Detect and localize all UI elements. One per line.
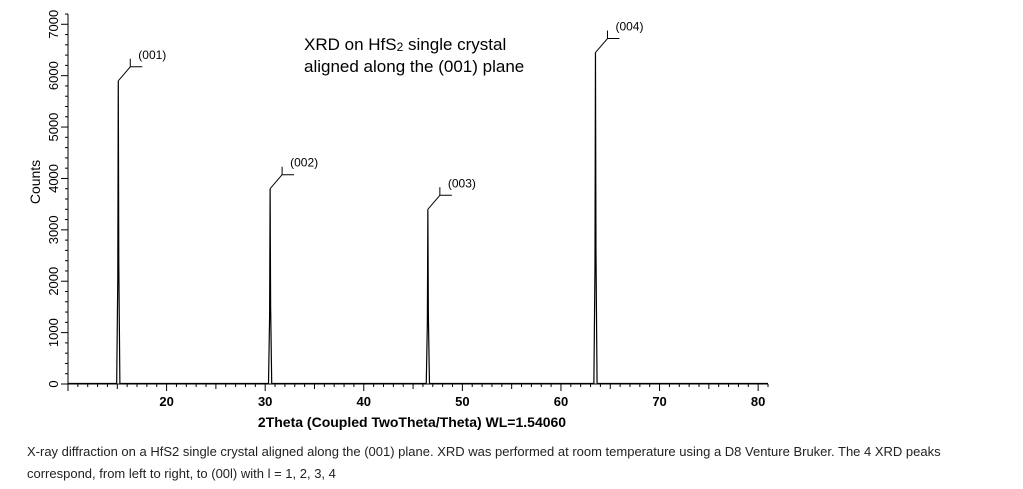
peak-label: (001)	[138, 48, 166, 62]
x-axis-title: 2Theta (Coupled TwoTheta/Theta) WL=1.540…	[258, 414, 566, 430]
trace-layer	[68, 52, 768, 385]
y-tick-label: 4000	[46, 164, 61, 193]
peak-label: (002)	[290, 156, 318, 170]
y-tick-label: 0	[46, 380, 61, 387]
annotation-subscript: 2	[397, 40, 404, 54]
peak-labels: (001) (002) (003) (004)	[117, 20, 643, 210]
x-tick-label: 80	[751, 394, 765, 409]
xrd-chart-svg: 20 30 40 50 60 70 80 0 1000 2000 3000 4000 5000 6000 7…	[27, 10, 769, 430]
axes: 20 30 40 50 60 70 80 0 1000 2000 3000 4000 5000 6000 7…	[46, 10, 769, 409]
x-tick-label: 20	[159, 394, 173, 409]
peak-leader	[269, 166, 295, 190]
peak-leader	[427, 187, 452, 210]
caption-line-2: correspond, from left to right, to (00l)…	[27, 466, 336, 481]
x-tick-label: 30	[258, 394, 272, 409]
figure-caption: X-ray diffraction on a HfS2 single cryst…	[27, 441, 1017, 485]
peak-label: (004)	[615, 20, 643, 34]
x-tick-label: 70	[652, 394, 666, 409]
annotation-line-2: aligned along the (001) plane	[304, 57, 524, 76]
peak-leader	[595, 30, 620, 53]
y-tick-label: 1000	[46, 318, 61, 347]
y-tick-label: 5000	[46, 113, 61, 142]
y-tick-label: 6000	[46, 61, 61, 90]
y-axis-title: Counts	[27, 160, 43, 204]
xrd-trace	[68, 52, 768, 385]
annotation-part-3: single crystal	[403, 35, 506, 54]
annotation-line-1: XRD on HfS2 single crystal	[304, 35, 506, 54]
peak-label: (003)	[448, 176, 476, 190]
annotation-part-1: XRD on HfS	[304, 35, 397, 54]
xrd-chart: 20 30 40 50 60 70 80 0 1000 2000 3000 4000 5000 6000 7…	[27, 10, 769, 430]
x-tick-label: 50	[455, 394, 469, 409]
x-tick-label: 40	[357, 394, 371, 409]
x-tick-label: 60	[554, 394, 568, 409]
y-tick-label: 2000	[46, 267, 61, 296]
peak-leader	[117, 58, 143, 82]
y-tick-label: 3000	[46, 215, 61, 244]
caption-line-1: X-ray diffraction on a HfS2 single cryst…	[27, 444, 941, 459]
y-tick-label: 7000	[46, 10, 61, 39]
